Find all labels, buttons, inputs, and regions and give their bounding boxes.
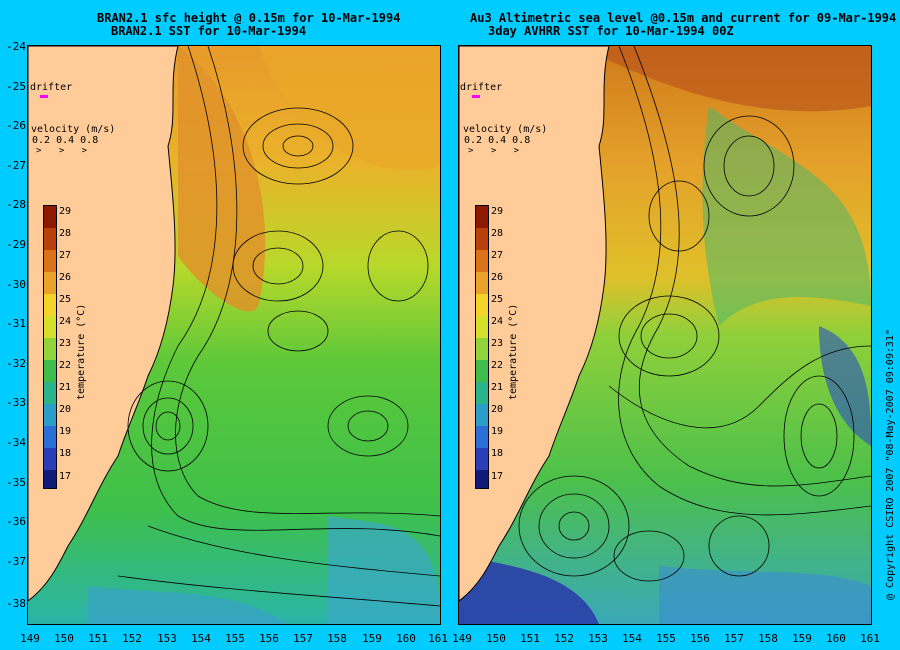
velocity-label: velocity (m/s)	[463, 124, 548, 135]
right-title-line2: 3day AVHRR SST for 10-Mar-1994 00Z	[488, 24, 734, 38]
lon-tick: 159	[792, 632, 812, 645]
colorbar-label: temperature (°C)	[76, 303, 87, 400]
lon-tick: 149	[452, 632, 472, 645]
left-title-line1: BRAN2.1 sfc height @ 0.15m for 10-Mar-19…	[97, 11, 401, 25]
colorbar-tick: 23	[491, 338, 504, 349]
copyright-text: @ Copyright CSIRO 2007 "08-May-2007 09:0…	[885, 329, 896, 600]
drifter-label: drifter	[30, 82, 73, 93]
colorbar-tick: 25	[491, 294, 504, 305]
colorbar-tick: 22	[59, 360, 72, 371]
lon-tick: 154	[622, 632, 642, 645]
colorbar-tick: 28	[59, 228, 72, 239]
lon-tick: 158	[758, 632, 778, 645]
right-title-line1: Au3 Altimetric sea level @0.15m and curr…	[470, 11, 900, 25]
colorbar-tick: 21	[491, 382, 504, 393]
colorbar-tick: 29	[491, 206, 504, 217]
colorbar-label: temperature (°C)	[508, 303, 519, 400]
lon-tick: 153	[157, 632, 177, 645]
lon-tick: 160	[396, 632, 416, 645]
colorbar-tick: 19	[491, 426, 504, 437]
drifter-marker-icon	[40, 95, 48, 102]
lon-tick: 152	[122, 632, 142, 645]
colorbar-tick: 20	[491, 404, 504, 415]
lat-tick: -27	[6, 159, 26, 172]
lat-tick: -30	[6, 278, 26, 291]
lat-tick: -34	[6, 436, 26, 449]
lon-tick: 158	[327, 632, 347, 645]
lat-tick: -29	[6, 238, 26, 251]
colorbar-tick: 26	[491, 272, 504, 283]
lat-tick: -26	[6, 119, 26, 132]
lon-tick: 159	[362, 632, 382, 645]
colorbar-tick: 25	[59, 294, 72, 305]
colorbar-tick: 17	[491, 471, 504, 482]
colorbar-tick: 27	[59, 250, 72, 261]
right-sst-map	[459, 46, 871, 624]
lon-tick: 153	[588, 632, 608, 645]
lat-tick: -28	[6, 198, 26, 211]
colorbar-tick: 20	[59, 404, 72, 415]
velocity-arrow-icons: > > >	[36, 146, 94, 156]
drifter-label: drifter	[460, 82, 503, 93]
velocity-label: velocity (m/s)	[31, 124, 116, 135]
lat-tick: -36	[6, 515, 26, 528]
lon-tick: 150	[486, 632, 506, 645]
lon-tick: 157	[724, 632, 744, 645]
lat-tick: -33	[6, 396, 26, 409]
drifter-marker-icon	[472, 95, 480, 102]
lon-tick: 155	[225, 632, 245, 645]
velocity-scale: 0.2 0.4 0.8	[464, 135, 531, 146]
colorbar-tick: 26	[59, 272, 72, 283]
lon-tick: 151	[88, 632, 108, 645]
velocity-scale: 0.2 0.4 0.8	[32, 135, 99, 146]
lon-tick: 157	[293, 632, 313, 645]
colorbar-tick: 22	[491, 360, 504, 371]
colorbar	[43, 205, 57, 489]
lon-tick: 149	[20, 632, 40, 645]
right-map-panel	[458, 45, 872, 625]
lon-tick: 156	[259, 632, 279, 645]
colorbar-tick: 27	[491, 250, 504, 261]
lat-tick: -35	[6, 476, 26, 489]
lat-tick: -38	[6, 597, 26, 610]
colorbar-tick: 21	[59, 382, 72, 393]
colorbar-tick: 18	[59, 448, 72, 459]
colorbar	[475, 205, 489, 489]
colorbar-tick: 23	[59, 338, 72, 349]
left-map-panel	[27, 45, 441, 625]
lat-tick: -32	[6, 357, 26, 370]
lon-tick: 152	[554, 632, 574, 645]
lat-tick: -25	[6, 80, 26, 93]
colorbar-tick: 24	[491, 316, 504, 327]
velocity-arrow-icons: > > >	[468, 146, 526, 156]
lon-tick: 160	[826, 632, 846, 645]
lat-tick: -24	[6, 40, 26, 53]
colorbar-tick: 18	[491, 448, 504, 459]
colorbar-tick: 19	[59, 426, 72, 437]
lon-tick: 161	[860, 632, 880, 645]
left-title-line2: BRAN2.1 SST for 10-Mar-1994	[111, 24, 307, 38]
colorbar-tick: 24	[59, 316, 72, 327]
lon-tick: 150	[54, 632, 74, 645]
lon-tick: 161	[428, 632, 448, 645]
colorbar-tick: 28	[491, 228, 504, 239]
colorbar-tick: 29	[59, 206, 72, 217]
lon-tick: 155	[656, 632, 676, 645]
lat-tick: -37	[6, 555, 26, 568]
lon-tick: 151	[520, 632, 540, 645]
colorbar-tick: 17	[59, 471, 72, 482]
lon-tick: 156	[690, 632, 710, 645]
lon-tick: 154	[191, 632, 211, 645]
left-sst-map	[28, 46, 440, 624]
lat-tick: -31	[6, 317, 26, 330]
